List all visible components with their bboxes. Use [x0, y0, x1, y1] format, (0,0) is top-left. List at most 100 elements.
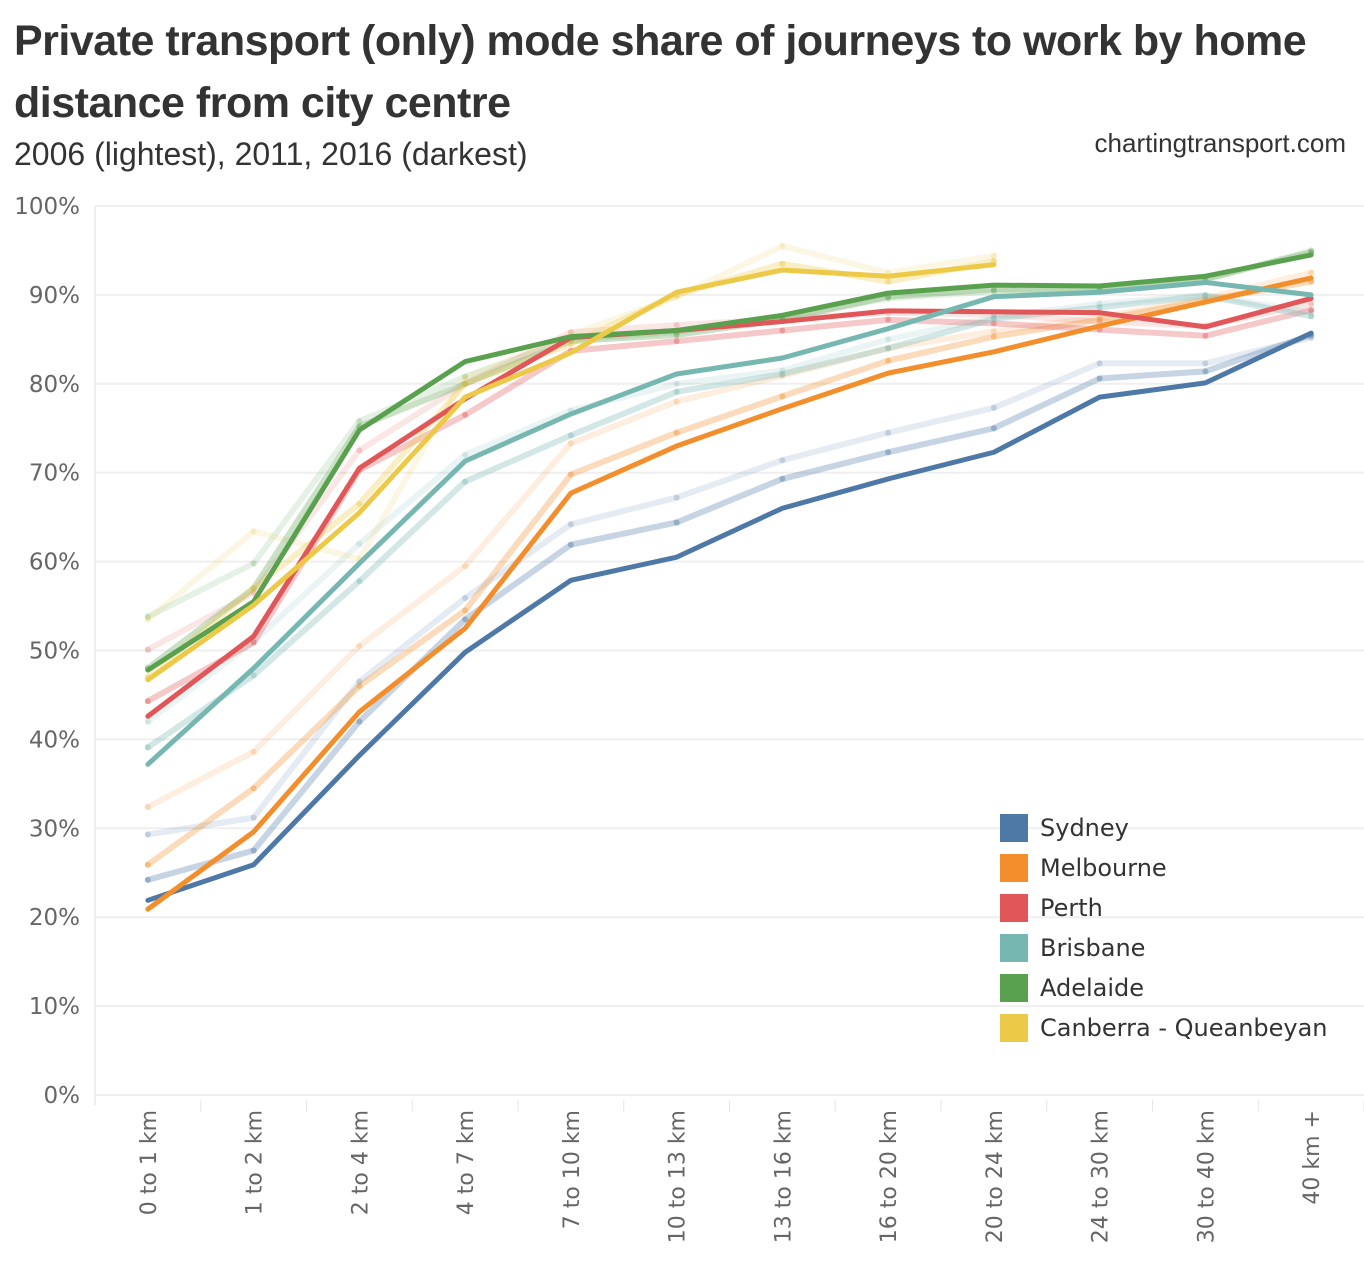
data-point [885, 295, 892, 302]
legend-label: Perth [1040, 894, 1103, 922]
data-point [673, 519, 680, 526]
data-point [1096, 316, 1103, 323]
y-tick-label: 60% [29, 550, 80, 576]
data-point [1096, 314, 1103, 321]
x-tick-label: 16 to 20 km [877, 1110, 902, 1243]
legend-swatch [1000, 934, 1028, 962]
data-point [356, 540, 363, 547]
series-line-adelaide-2016 [145, 252, 1314, 673]
x-tick-label: 0 to 1 km [137, 1110, 162, 1215]
data-point [885, 429, 892, 436]
data-point [462, 373, 469, 380]
data-point [462, 478, 469, 485]
data-point [779, 372, 786, 379]
data-point [356, 418, 363, 425]
y-tick-label: 0% [44, 1083, 81, 1109]
data-point [885, 345, 892, 352]
data-point [673, 338, 680, 345]
data-point [673, 380, 680, 387]
data-point [885, 336, 892, 343]
data-point [779, 367, 786, 374]
y-tick-label: 100% [14, 194, 80, 220]
data-point [462, 451, 469, 458]
data-point [462, 595, 469, 602]
data-point [462, 607, 469, 614]
legend-item-melbourne[interactable]: Melbourne [1000, 848, 1328, 888]
data-point [673, 429, 680, 436]
series-line-brisbane-2016 [145, 279, 1314, 767]
data-point [144, 876, 151, 883]
data-point [567, 329, 574, 336]
data-point [1308, 309, 1315, 316]
chart-title: Private transport (only) mode share of j… [14, 17, 1307, 127]
x-axis: 0 to 1 km 1 to 2 km 2 to 4 km 4 to 7 km 7 to… [137, 1100, 1364, 1243]
data-point [250, 814, 257, 821]
data-point [144, 803, 151, 810]
data-point [990, 286, 997, 293]
data-point [1202, 332, 1209, 339]
data-point [462, 380, 469, 387]
y-tick-label: 20% [29, 905, 80, 931]
data-point [250, 589, 257, 596]
data-point [1096, 375, 1103, 382]
data-point [1308, 313, 1315, 320]
data-point [144, 646, 151, 653]
series-line-brisbane-2011 [144, 292, 1315, 751]
legend-swatch [1000, 814, 1028, 842]
legend-item-sydney[interactable]: Sydney [1000, 808, 1328, 848]
data-point [779, 475, 786, 482]
data-point [462, 616, 469, 623]
data-point [462, 380, 469, 387]
data-point [250, 672, 257, 679]
legend: Sydney Melbourne Perth Brisbane Adelaide… [1000, 808, 1328, 1048]
data-point [1308, 247, 1315, 254]
data-point [1096, 360, 1103, 367]
data-point [990, 314, 997, 321]
data-point [462, 380, 469, 387]
data-point [567, 521, 574, 528]
x-tick-label: 1 to 2 km [243, 1110, 268, 1215]
series-line-canberra-queanbeyan-2016 [145, 262, 997, 683]
legend-item-perth[interactable]: Perth [1000, 888, 1328, 928]
data-point [990, 328, 997, 335]
data-point [250, 585, 257, 592]
data-point [144, 744, 151, 751]
data-point [1202, 360, 1209, 367]
data-point [250, 528, 257, 535]
data-point [144, 861, 151, 868]
data-point [250, 785, 257, 792]
x-tick-label: 20 to 24 km [983, 1110, 1008, 1243]
data-point [779, 393, 786, 400]
data-point [885, 345, 892, 352]
data-point [356, 578, 363, 585]
legend-label: Adelaide [1040, 974, 1145, 1002]
data-point [1202, 292, 1209, 299]
data-point [462, 411, 469, 418]
data-point [885, 357, 892, 364]
data-point [356, 678, 363, 685]
legend-item-canberra-queanbeyan[interactable]: Canberra - Queanbeyan [1000, 1008, 1328, 1048]
data-point [567, 440, 574, 447]
data-point [1202, 291, 1209, 298]
data-point [885, 449, 892, 456]
y-tick-label: 70% [29, 461, 80, 487]
data-point [144, 698, 151, 705]
data-point [990, 404, 997, 411]
data-point [567, 340, 574, 347]
legend-label: Brisbane [1040, 934, 1146, 962]
data-point [673, 398, 680, 405]
data-point [1096, 300, 1103, 307]
data-point [356, 500, 363, 507]
data-point [673, 494, 680, 501]
legend-item-brisbane[interactable]: Brisbane [1000, 928, 1328, 968]
data-point [1308, 307, 1315, 314]
series-line-perth-2016 [145, 295, 1314, 719]
data-point [1096, 318, 1103, 325]
legend-item-adelaide[interactable]: Adelaide [1000, 968, 1328, 1008]
series-line-melbourne-2016 [145, 275, 1314, 912]
data-point [990, 252, 997, 259]
x-tick-label: 10 to 13 km [666, 1110, 691, 1243]
x-tick-label: 4 to 7 km [454, 1110, 479, 1215]
y-tick-label: 40% [29, 727, 80, 753]
